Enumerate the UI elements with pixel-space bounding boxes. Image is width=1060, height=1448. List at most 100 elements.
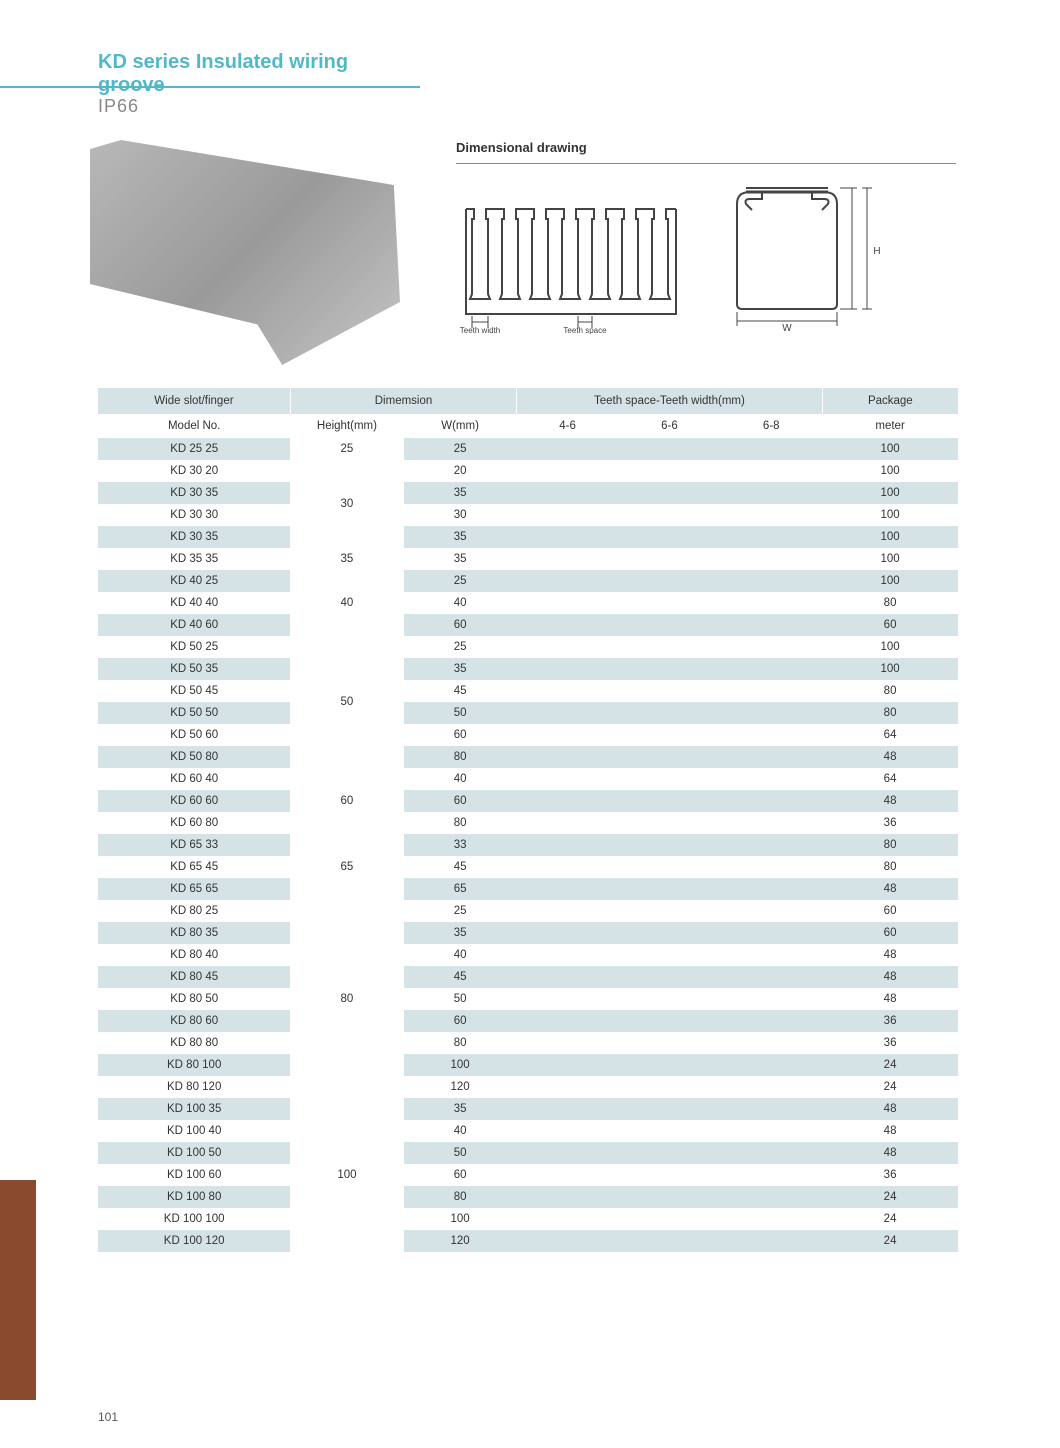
cell-teeth xyxy=(517,614,619,636)
cell-teeth xyxy=(720,592,822,614)
cell-teeth xyxy=(720,1054,822,1076)
cell-height: 35 xyxy=(290,548,403,570)
cell-width: 35 xyxy=(404,658,517,680)
cell-package: 24 xyxy=(822,1054,958,1076)
cell-teeth xyxy=(517,856,619,878)
cell-teeth xyxy=(720,900,822,922)
cell-package: 48 xyxy=(822,790,958,812)
cell-teeth xyxy=(517,504,619,526)
cell-model: KD 50 25 xyxy=(98,636,290,658)
cell-teeth xyxy=(517,1142,619,1164)
cell-teeth xyxy=(619,438,721,460)
table-row: KD 100 606036 xyxy=(98,1164,958,1186)
spec-table-wrap: Wide slot/finger Dimemsion Teeth space-T… xyxy=(98,388,958,1252)
cell-teeth xyxy=(517,900,619,922)
cell-teeth xyxy=(517,482,619,504)
cell-teeth xyxy=(619,680,721,702)
table-row: KD 80 505048 xyxy=(98,988,958,1010)
cell-teeth xyxy=(619,1076,721,1098)
cell-teeth xyxy=(517,1010,619,1032)
cell-model: KD 40 60 xyxy=(98,614,290,636)
cell-teeth xyxy=(720,504,822,526)
cell-width: 45 xyxy=(404,680,517,702)
cell-teeth xyxy=(720,922,822,944)
cell-model: KD 65 45 xyxy=(98,856,290,878)
cell-teeth xyxy=(720,1076,822,1098)
cell-width: 40 xyxy=(404,592,517,614)
cell-teeth xyxy=(619,1120,721,1142)
table-row: KD 25 252525100 xyxy=(98,438,958,460)
cell-model: KD 30 35 xyxy=(98,482,290,504)
cell-teeth xyxy=(619,856,721,878)
cell-model: KD 80 50 xyxy=(98,988,290,1010)
cell-teeth xyxy=(517,438,619,460)
table-row: KD 50 808048 xyxy=(98,746,958,768)
cell-teeth xyxy=(619,812,721,834)
cell-model: KD 40 40 xyxy=(98,592,290,614)
cell-model: KD 35 35 xyxy=(98,548,290,570)
cell-teeth xyxy=(517,966,619,988)
cell-teeth xyxy=(720,768,822,790)
cell-teeth xyxy=(619,768,721,790)
cell-teeth xyxy=(720,1120,822,1142)
cell-teeth xyxy=(619,1142,721,1164)
title-bar: KD series Insulated wiring groove xyxy=(0,60,420,88)
cell-height: 65 xyxy=(290,834,403,900)
cell-teeth xyxy=(517,944,619,966)
cell-teeth xyxy=(720,856,822,878)
svg-text:Teeth width: Teeth width xyxy=(460,326,500,334)
cell-teeth xyxy=(619,944,721,966)
cell-model: KD 50 60 xyxy=(98,724,290,746)
cell-width: 50 xyxy=(404,988,517,1010)
cell-height: 40 xyxy=(290,570,403,636)
cell-teeth xyxy=(517,768,619,790)
cell-package: 100 xyxy=(822,570,958,592)
cell-package: 36 xyxy=(822,812,958,834)
cell-teeth xyxy=(720,1142,822,1164)
cell-package: 100 xyxy=(822,460,958,482)
cell-teeth xyxy=(720,1164,822,1186)
cell-package: 60 xyxy=(822,922,958,944)
cell-model: KD 30 35 xyxy=(98,526,290,548)
cell-package: 100 xyxy=(822,482,958,504)
cell-package: 48 xyxy=(822,966,958,988)
subtitle: IP66 xyxy=(98,96,139,117)
table-row: KD 60 606048 xyxy=(98,790,958,812)
cell-teeth xyxy=(619,1230,721,1252)
cell-width: 120 xyxy=(404,1076,517,1098)
cell-model: KD 100 50 xyxy=(98,1142,290,1164)
cell-package: 48 xyxy=(822,1120,958,1142)
cell-package: 80 xyxy=(822,680,958,702)
cell-width: 35 xyxy=(404,1098,517,1120)
cell-package: 24 xyxy=(822,1076,958,1098)
table-row: KD 40 404080 xyxy=(98,592,958,614)
cell-model: KD 65 33 xyxy=(98,834,290,856)
hdr-w: W(mm) xyxy=(404,414,517,438)
svg-text:Teeth space: Teeth space xyxy=(563,326,607,334)
cell-width: 25 xyxy=(404,900,517,922)
cell-width: 45 xyxy=(404,966,517,988)
cell-teeth xyxy=(619,1098,721,1120)
cell-model: KD 80 45 xyxy=(98,966,290,988)
cell-teeth xyxy=(619,966,721,988)
cell-teeth xyxy=(619,592,721,614)
cell-teeth xyxy=(720,614,822,636)
cell-teeth xyxy=(619,548,721,570)
cell-package: 24 xyxy=(822,1186,958,1208)
cell-teeth xyxy=(517,1186,619,1208)
cell-package: 36 xyxy=(822,1164,958,1186)
cell-teeth xyxy=(517,548,619,570)
cell-teeth xyxy=(619,922,721,944)
cell-model: KD 60 40 xyxy=(98,768,290,790)
spec-table-body: KD 25 252525100KD 30 203020100KD 30 3535… xyxy=(98,438,958,1252)
cell-width: 25 xyxy=(404,636,517,658)
cell-height: 80 xyxy=(290,900,403,1098)
cell-teeth xyxy=(619,790,721,812)
cell-model: KD 50 45 xyxy=(98,680,290,702)
table-row: KD 30 3030100 xyxy=(98,504,958,526)
cell-model: KD 80 40 xyxy=(98,944,290,966)
table-row: KD 30 3535100 xyxy=(98,482,958,504)
cell-package: 48 xyxy=(822,746,958,768)
table-row: KD 65 656548 xyxy=(98,878,958,900)
cell-teeth xyxy=(619,570,721,592)
